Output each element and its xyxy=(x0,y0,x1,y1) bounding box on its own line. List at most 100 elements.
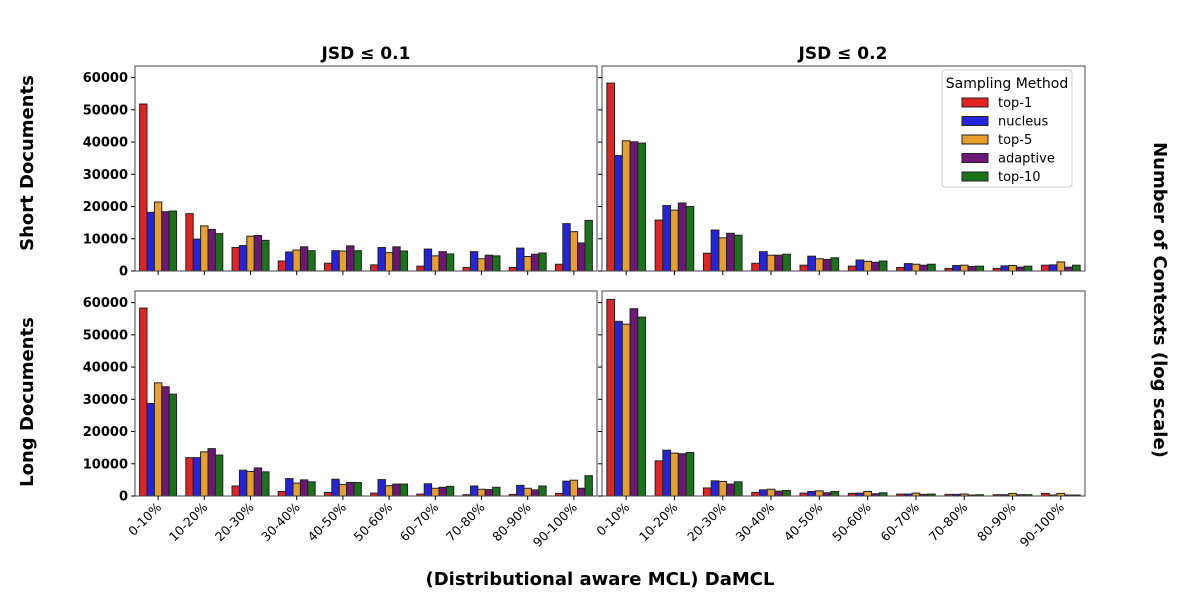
x-tick-label: 40-50% xyxy=(304,499,349,544)
bar-top-1-10-20% xyxy=(185,457,194,497)
y-tick-label: 20000 xyxy=(83,425,128,440)
legend-title: Sampling Method xyxy=(946,76,1069,92)
bar-adaptive-50-60% xyxy=(392,246,401,272)
bar-top-10-40-50% xyxy=(353,481,362,497)
bar-top-5-60-70% xyxy=(431,255,440,272)
bar-adaptive-20-30% xyxy=(253,235,263,272)
bar-adaptive-20-30% xyxy=(253,467,263,497)
bar-top-1-20-30% xyxy=(702,252,712,272)
legend-label-top-1: top-1 xyxy=(998,96,1032,111)
bar-top-5-50-60% xyxy=(863,260,873,272)
legend-label-nucleus: nucleus xyxy=(998,115,1048,130)
bar-top-10-0-10% xyxy=(637,142,646,272)
bar-nucleus-0-10% xyxy=(614,155,623,272)
bar-top-5-10-20% xyxy=(200,225,209,272)
bar-top-10-20-30% xyxy=(733,234,743,272)
bar-top-1-50-60% xyxy=(370,264,379,272)
bar-nucleus-20-30% xyxy=(238,245,248,272)
bar-adaptive-50-60% xyxy=(392,483,401,497)
bar-top-5-0-10% xyxy=(153,201,163,272)
bar-nucleus-10-20% xyxy=(192,238,202,272)
x-tick-label: 10-20% xyxy=(636,499,681,544)
bar-adaptive-80-90% xyxy=(530,489,540,497)
bar-top-10-80-90% xyxy=(1023,265,1033,272)
bar-adaptive-10-20% xyxy=(677,453,687,497)
bar-top-10-20-30% xyxy=(261,239,270,272)
bar-top-1-40-50% xyxy=(799,264,809,272)
row-label-long: Long Documents xyxy=(17,317,38,487)
bar-adaptive-60-70% xyxy=(438,251,447,272)
bar-adaptive-0-10% xyxy=(161,211,170,272)
bar-top-1-20-30% xyxy=(231,485,240,497)
bar-nucleus-50-60% xyxy=(855,259,865,272)
bar-top-1-60-70% xyxy=(416,265,425,272)
bar-adaptive-0-10% xyxy=(629,141,639,272)
bar-top-5-50-60% xyxy=(384,252,394,272)
bar-top-10-0-10% xyxy=(168,210,178,272)
bar-nucleus-40-50% xyxy=(331,478,340,497)
bar-top-1-30-40% xyxy=(277,490,287,497)
bar-nucleus-80-90% xyxy=(516,247,525,272)
bar-top-1-80-90% xyxy=(508,266,518,272)
bar-adaptive-60-70% xyxy=(919,264,929,272)
bar-top-10-80-90% xyxy=(538,252,547,272)
bar-top-10-50-60% xyxy=(878,260,888,272)
y-tick-label: 60000 xyxy=(83,71,128,86)
bar-adaptive-80-90% xyxy=(1015,266,1025,272)
y-tick-label: 0 xyxy=(119,265,128,280)
bar-top-5-30-40% xyxy=(766,488,776,497)
bar-top-5-60-70% xyxy=(911,263,921,272)
bar-nucleus-40-50% xyxy=(807,255,816,272)
bar-top-5-20-30% xyxy=(246,471,255,497)
legend-swatch-top-1 xyxy=(961,97,989,108)
bar-top-5-10-20% xyxy=(670,452,679,497)
bar-top-10-0-10% xyxy=(637,316,646,497)
bar-top-10-0-10% xyxy=(168,393,178,497)
x-tick-label: 70-80% xyxy=(443,499,488,544)
bar-nucleus-10-20% xyxy=(192,457,202,497)
bar-top-5-70-80% xyxy=(477,258,486,272)
bar-top-1-30-40% xyxy=(751,491,760,497)
panel-3: 0 10000 20000 30000 40000 50000 60000 0-10% 10-2… xyxy=(83,290,598,550)
bar-nucleus-70-80% xyxy=(469,251,479,272)
bar-top-1-20-30% xyxy=(702,487,712,497)
bar-adaptive-70-80% xyxy=(484,489,494,497)
legend-swatch-nucleus xyxy=(961,116,989,126)
bar-top-10-20-30% xyxy=(261,471,270,497)
bar-nucleus-60-70% xyxy=(423,248,433,272)
y-tick-label: 50000 xyxy=(83,328,128,343)
bar-nucleus-50-60% xyxy=(377,246,386,272)
bar-nucleus-90-100% xyxy=(1048,264,1058,272)
bar-adaptive-60-70% xyxy=(438,486,447,497)
y-tick-label: 20000 xyxy=(83,200,128,215)
y-tick-label: 0 xyxy=(119,490,128,505)
bar-top-10-10-20% xyxy=(214,454,224,497)
bar-top-10-40-50% xyxy=(830,257,840,272)
x-tick-label: 60-70% xyxy=(397,499,442,544)
y-tick-label: 30000 xyxy=(83,168,128,183)
bar-top-5-10-20% xyxy=(200,451,209,497)
bar-nucleus-60-70% xyxy=(903,263,913,272)
bar-adaptive-0-10% xyxy=(161,386,170,497)
plot-frame xyxy=(601,290,1086,497)
bar-top-5-70-80% xyxy=(959,264,969,272)
bar-nucleus-80-90% xyxy=(1000,265,1010,272)
bar-top-5-30-40% xyxy=(292,249,301,272)
bar-adaptive-90-100% xyxy=(577,487,586,497)
bar-adaptive-30-40% xyxy=(299,479,309,497)
bar-top-1-50-60% xyxy=(847,265,857,272)
bar-top-5-0-10% xyxy=(621,140,631,272)
bar-top-10-10-20% xyxy=(685,451,695,497)
legend-swatch-top-5 xyxy=(961,134,989,145)
bar-top-10-60-70% xyxy=(927,263,936,272)
x-tick-label: 0-10% xyxy=(125,499,164,538)
bar-top-5-50-60% xyxy=(863,490,873,497)
x-tick-label: 80-90% xyxy=(489,499,534,544)
bar-adaptive-90-100% xyxy=(1064,266,1073,272)
legend-swatch-adaptive xyxy=(961,153,989,163)
bar-adaptive-40-50% xyxy=(822,258,832,272)
bar-top-5-30-40% xyxy=(766,254,776,272)
bar-top-5-0-10% xyxy=(621,323,631,497)
x-tick-label: 40-50% xyxy=(781,499,826,544)
bar-top-1-20-30% xyxy=(231,246,240,272)
